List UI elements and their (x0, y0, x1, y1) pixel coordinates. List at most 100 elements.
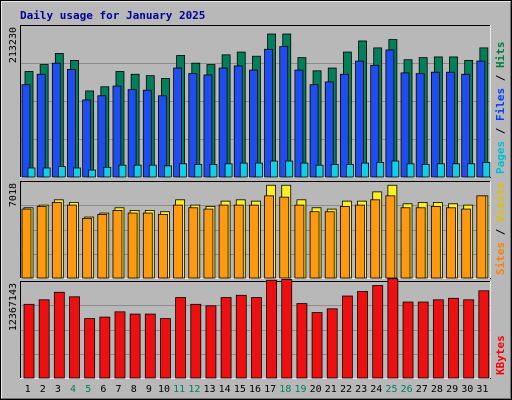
bar-pages (42, 167, 51, 178)
bar-pages (436, 163, 445, 178)
x-tick-label: 31 (476, 384, 488, 395)
bar-pages (88, 169, 97, 178)
legend-label-kbytes: KBytes (494, 335, 507, 375)
y-axis-max-label: 213230 (8, 27, 19, 63)
bar-pages (330, 164, 339, 178)
x-tick-label: 17 (264, 384, 276, 395)
x-tick-label: 7 (116, 384, 122, 395)
bar-kbytes (311, 312, 323, 379)
x-tick-label: 2 (40, 384, 46, 395)
x-tick-label: 30 (461, 384, 473, 395)
bar-sites (127, 212, 138, 279)
x-tick-label: 15 (234, 384, 246, 395)
bar-pages (255, 162, 263, 178)
bar-kbytes (448, 297, 459, 379)
bar-pages (315, 164, 324, 178)
x-tick-label: 27 (416, 384, 428, 395)
bar-pages (57, 166, 66, 178)
bar-pages (73, 167, 81, 178)
x-tick-label: 28 (431, 384, 443, 395)
legend-segment: Hits (494, 42, 507, 69)
x-tick-label: 20 (310, 384, 322, 395)
bar-kbytes (266, 279, 277, 379)
bar-files (476, 60, 486, 178)
x-tick-label: 29 (446, 384, 458, 395)
x-tick-label: 8 (131, 384, 137, 395)
bar-sites (355, 204, 365, 279)
panel-pages-files-hits: 213230 Pages / Files / Hits (8, 25, 507, 178)
bar-sites (82, 217, 93, 279)
bar-files (294, 69, 304, 178)
legend-segment: / (494, 121, 507, 141)
bar-kbytes (144, 313, 156, 379)
bar-files (67, 69, 76, 178)
bar-kbytes (160, 318, 171, 379)
bar-kbytes (114, 311, 126, 379)
bar-files (339, 73, 349, 178)
x-tick-label: 6 (100, 384, 106, 395)
x-tick-label: 13 (203, 384, 215, 395)
legend-segment: / (494, 68, 507, 88)
bar-pages (482, 162, 491, 178)
x-tick-label: 1 (25, 384, 31, 395)
x-tick-label: 9 (146, 384, 152, 395)
bar-sites (173, 204, 184, 279)
bar-kbytes (23, 303, 35, 379)
legend-segment: Visits (494, 182, 507, 222)
panels-group: 213230 Pages / Files / Hits 7018 Sites / Vi… (8, 25, 507, 379)
bar-sites (51, 202, 62, 279)
bar-sites (415, 207, 426, 279)
bar-kbytes (402, 301, 414, 379)
bar-kbytes (190, 303, 202, 379)
panel-sites-visits: 7018 Sites / Visits (8, 181, 507, 279)
bar-sites (249, 204, 259, 279)
bar-files (415, 73, 425, 178)
x-tick-label: 24 (370, 384, 382, 395)
bar-pages (148, 164, 157, 178)
bar-files (430, 71, 440, 178)
bar-pages (224, 163, 233, 178)
bar-kbytes (235, 294, 247, 379)
bar-files (446, 71, 455, 178)
legend-segment: / (494, 222, 507, 242)
bar-kbytes (281, 279, 293, 379)
bar-kbytes (463, 299, 475, 379)
x-tick-label: 25 (385, 384, 397, 395)
bar-kbytes (417, 301, 429, 379)
legend-segment: Sites (494, 242, 507, 275)
y-axis-max-label: 7018 (8, 183, 19, 207)
bar-pages (209, 164, 218, 178)
x-tick-label: 16 (249, 384, 261, 395)
bar-kbytes (326, 308, 338, 379)
bar-pages (179, 163, 188, 178)
bar-sites (446, 207, 456, 279)
bar-kbytes (387, 278, 399, 379)
bar-kbytes (220, 297, 232, 379)
bar-files (309, 84, 319, 178)
x-tick-label: 11 (173, 384, 185, 395)
bar-files (461, 73, 471, 178)
bar-pages (270, 160, 278, 178)
bar-files (203, 74, 213, 178)
bar-kbytes (296, 303, 308, 379)
bar-pages (300, 162, 309, 178)
bar-files (112, 85, 122, 178)
legend-segment: Pages (494, 141, 507, 174)
bar-sites (97, 213, 108, 279)
bar-sites (218, 204, 229, 279)
legend-segment: Files (494, 88, 507, 121)
bar-sites (385, 195, 396, 279)
bar-kbytes (53, 291, 65, 379)
bar-files (97, 95, 107, 178)
bar-pages (103, 166, 112, 178)
x-tick-label: 4 (70, 384, 76, 395)
bar-sites (67, 204, 77, 279)
bar-sites (142, 212, 153, 279)
bar-kbytes (175, 297, 187, 379)
bar-sites (21, 208, 32, 279)
bar-pages (376, 162, 385, 178)
bar-files (173, 67, 183, 178)
bar-pages (452, 163, 460, 178)
chart-title: Daily usage for January 2025 (20, 9, 205, 22)
